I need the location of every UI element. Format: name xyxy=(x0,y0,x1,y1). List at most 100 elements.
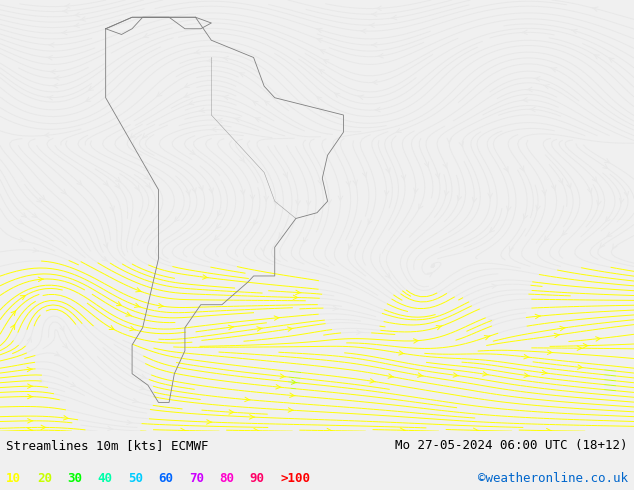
FancyArrowPatch shape xyxy=(127,420,133,424)
FancyArrowPatch shape xyxy=(11,311,16,316)
FancyArrowPatch shape xyxy=(61,189,66,194)
FancyArrowPatch shape xyxy=(524,355,529,359)
FancyArrowPatch shape xyxy=(571,29,578,33)
FancyArrowPatch shape xyxy=(624,192,628,196)
FancyArrowPatch shape xyxy=(11,324,15,330)
FancyArrowPatch shape xyxy=(207,420,212,424)
FancyArrowPatch shape xyxy=(49,43,54,47)
FancyArrowPatch shape xyxy=(28,418,33,423)
FancyArrowPatch shape xyxy=(293,295,299,299)
FancyArrowPatch shape xyxy=(274,316,280,320)
FancyArrowPatch shape xyxy=(562,230,567,235)
FancyArrowPatch shape xyxy=(139,386,145,390)
FancyArrowPatch shape xyxy=(74,13,80,17)
FancyArrowPatch shape xyxy=(65,4,70,8)
FancyArrowPatch shape xyxy=(595,337,601,341)
FancyArrowPatch shape xyxy=(80,17,86,21)
FancyArrowPatch shape xyxy=(63,416,69,420)
FancyArrowPatch shape xyxy=(457,196,462,200)
FancyArrowPatch shape xyxy=(199,186,203,191)
FancyArrowPatch shape xyxy=(37,198,41,202)
FancyArrowPatch shape xyxy=(280,374,285,378)
Text: 30: 30 xyxy=(67,472,82,485)
Text: 60: 60 xyxy=(158,472,174,485)
FancyArrowPatch shape xyxy=(276,385,281,389)
FancyArrowPatch shape xyxy=(257,327,262,331)
FancyArrowPatch shape xyxy=(559,179,562,184)
FancyArrowPatch shape xyxy=(47,55,53,60)
FancyArrowPatch shape xyxy=(607,232,612,237)
FancyArrowPatch shape xyxy=(425,162,429,167)
FancyArrowPatch shape xyxy=(184,93,190,97)
FancyArrowPatch shape xyxy=(54,76,59,80)
FancyArrowPatch shape xyxy=(453,373,458,377)
FancyArrowPatch shape xyxy=(254,220,258,224)
FancyArrowPatch shape xyxy=(48,96,53,100)
FancyArrowPatch shape xyxy=(102,257,107,261)
FancyArrowPatch shape xyxy=(327,199,332,204)
FancyArrowPatch shape xyxy=(211,127,216,132)
FancyArrowPatch shape xyxy=(609,58,614,62)
FancyArrowPatch shape xyxy=(223,56,228,61)
FancyArrowPatch shape xyxy=(378,53,384,58)
FancyArrowPatch shape xyxy=(592,177,597,182)
FancyArrowPatch shape xyxy=(413,339,419,343)
FancyArrowPatch shape xyxy=(265,101,269,105)
FancyArrowPatch shape xyxy=(369,23,374,27)
FancyArrowPatch shape xyxy=(110,206,114,211)
FancyArrowPatch shape xyxy=(605,217,610,221)
FancyArrowPatch shape xyxy=(552,185,556,190)
FancyArrowPatch shape xyxy=(279,233,283,238)
FancyArrowPatch shape xyxy=(304,238,307,243)
FancyArrowPatch shape xyxy=(61,30,67,35)
FancyArrowPatch shape xyxy=(135,185,139,190)
FancyArrowPatch shape xyxy=(522,30,527,34)
FancyArrowPatch shape xyxy=(444,191,449,196)
FancyArrowPatch shape xyxy=(370,379,375,383)
FancyArrowPatch shape xyxy=(320,50,325,54)
FancyArrowPatch shape xyxy=(613,244,617,249)
FancyArrowPatch shape xyxy=(577,346,583,350)
FancyArrowPatch shape xyxy=(234,118,240,122)
FancyArrowPatch shape xyxy=(363,172,367,177)
FancyArrowPatch shape xyxy=(184,83,190,88)
FancyArrowPatch shape xyxy=(20,295,25,300)
FancyArrowPatch shape xyxy=(595,55,599,59)
FancyArrowPatch shape xyxy=(33,248,39,252)
FancyArrowPatch shape xyxy=(327,428,332,433)
FancyArrowPatch shape xyxy=(256,118,261,122)
FancyArrowPatch shape xyxy=(60,326,64,331)
FancyArrowPatch shape xyxy=(353,180,358,185)
FancyArrowPatch shape xyxy=(372,43,377,47)
FancyArrowPatch shape xyxy=(318,180,322,184)
FancyArrowPatch shape xyxy=(567,183,571,188)
FancyArrowPatch shape xyxy=(249,415,255,419)
FancyArrowPatch shape xyxy=(372,12,377,16)
FancyArrowPatch shape xyxy=(216,224,221,228)
FancyArrowPatch shape xyxy=(600,243,605,247)
Text: 70: 70 xyxy=(189,472,204,485)
FancyArrowPatch shape xyxy=(474,428,479,433)
FancyArrowPatch shape xyxy=(192,188,196,193)
FancyArrowPatch shape xyxy=(108,426,113,431)
FancyArrowPatch shape xyxy=(605,159,609,163)
FancyArrowPatch shape xyxy=(504,167,508,172)
FancyArrowPatch shape xyxy=(436,173,440,178)
FancyArrowPatch shape xyxy=(545,236,549,241)
FancyArrowPatch shape xyxy=(240,157,244,162)
FancyArrowPatch shape xyxy=(63,9,68,13)
FancyArrowPatch shape xyxy=(241,190,245,195)
FancyArrowPatch shape xyxy=(320,70,325,74)
FancyArrowPatch shape xyxy=(195,50,200,54)
FancyArrowPatch shape xyxy=(74,23,79,27)
Text: 20: 20 xyxy=(37,472,52,485)
FancyArrowPatch shape xyxy=(535,314,541,319)
FancyArrowPatch shape xyxy=(20,238,25,242)
FancyArrowPatch shape xyxy=(18,220,23,223)
FancyArrowPatch shape xyxy=(27,367,32,371)
FancyArrowPatch shape xyxy=(291,380,297,384)
FancyArrowPatch shape xyxy=(209,188,214,193)
FancyArrowPatch shape xyxy=(188,100,194,105)
FancyArrowPatch shape xyxy=(547,428,552,433)
FancyArrowPatch shape xyxy=(319,108,324,113)
